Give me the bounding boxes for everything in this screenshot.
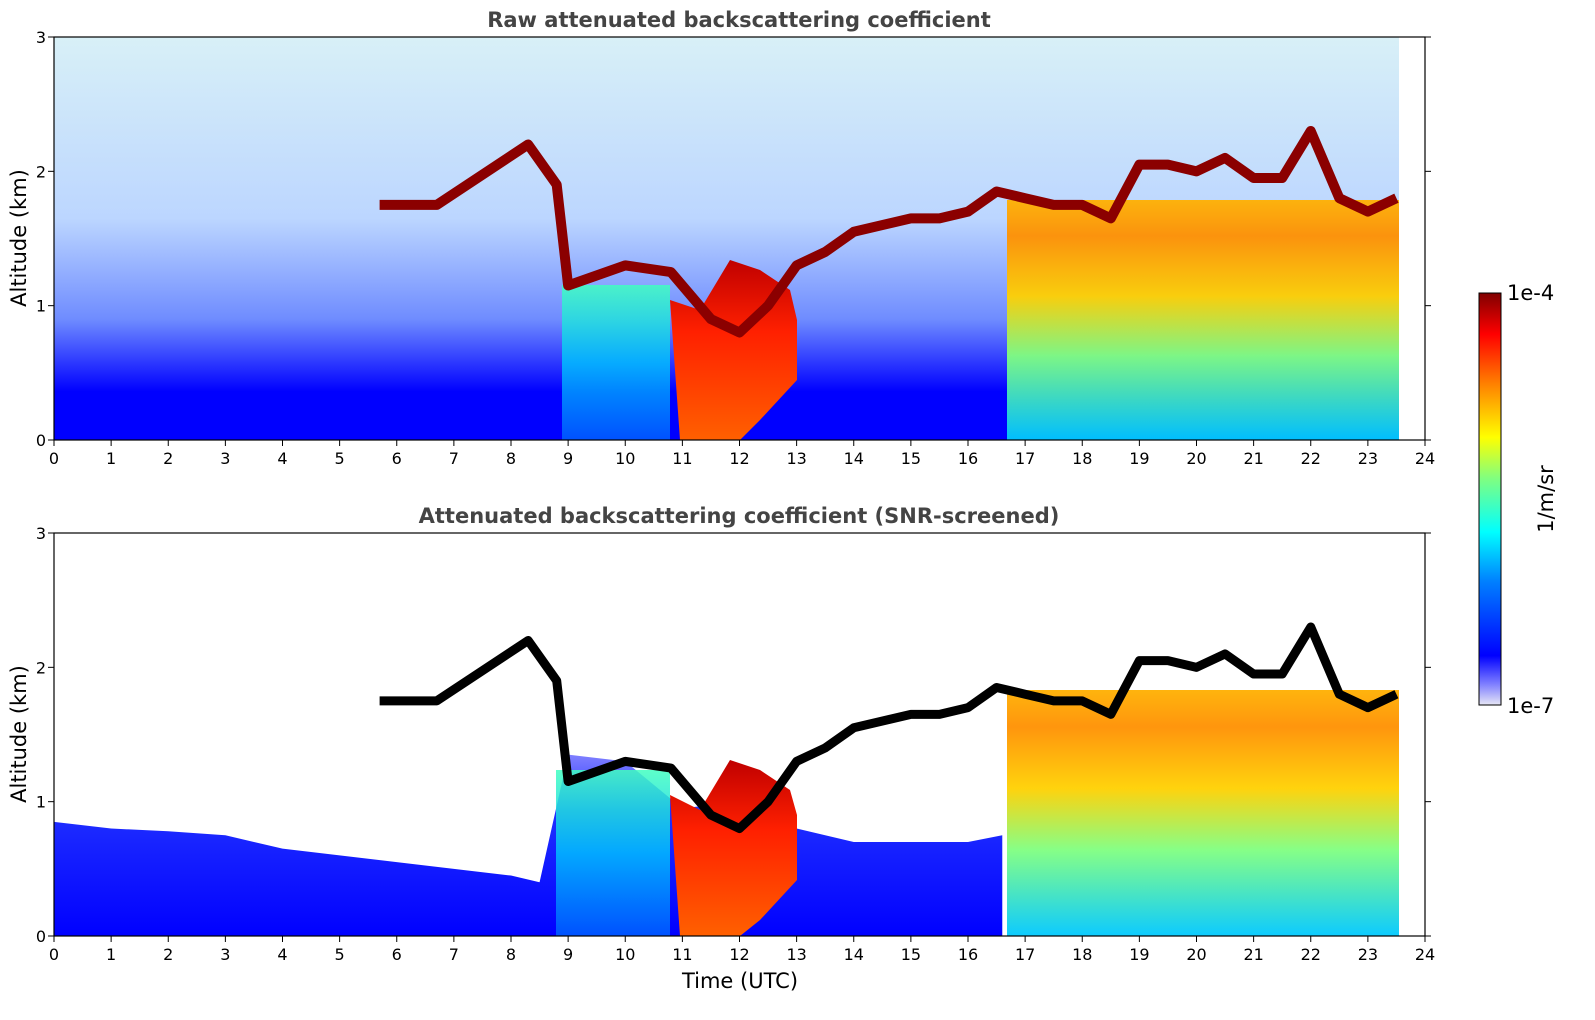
y-tick-label: 1 [36, 297, 46, 316]
x-tick-label: 16 [958, 449, 978, 468]
x-tick-label: 0 [49, 449, 59, 468]
x-tick-label: 15 [901, 945, 921, 964]
x-tick-label: 2 [163, 945, 173, 964]
panel2-ylabel: Altitude (km) [7, 665, 31, 803]
x-tick-label: 3 [220, 449, 230, 468]
x-tick-label: 14 [844, 945, 864, 964]
x-tick-label: 22 [1301, 945, 1321, 964]
x-tick-label: 18 [1072, 945, 1092, 964]
panel2-title: Attenuated backscattering coefficient (S… [419, 504, 1060, 528]
panel1-end-strip [1399, 37, 1425, 440]
screened-backscatter-panel: Attenuated backscattering coefficient (S… [7, 504, 1435, 993]
x-tick-label: 7 [449, 449, 459, 468]
x-tick-label: 17 [1015, 449, 1035, 468]
x-tick-label: 4 [277, 945, 287, 964]
y-tick-label: 0 [36, 927, 46, 946]
panel2-drizzle-band [556, 770, 670, 936]
x-tick-label: 19 [1129, 945, 1149, 964]
panel1-y-axis: 0 1 2 3 [36, 28, 1431, 450]
x-tick-label: 5 [335, 945, 345, 964]
x-tick-label: 21 [1243, 449, 1263, 468]
x-tick-label: 13 [786, 945, 806, 964]
panel2-heatmap [54, 533, 1425, 936]
colorbar-max-label: 1e-4 [1507, 281, 1554, 305]
y-tick-label: 2 [36, 162, 46, 181]
y-tick-label: 0 [36, 431, 46, 450]
colorbar-unit-label: 1/m/sr [1534, 465, 1558, 533]
x-tick-label: 2 [163, 449, 173, 468]
raw-backscatter-panel: Raw attenuated backscattering coefficien… [7, 8, 1435, 468]
x-tick-label: 11 [672, 449, 692, 468]
y-tick-label: 2 [36, 658, 46, 677]
x-tick-label: 24 [1415, 449, 1435, 468]
x-tick-label: 9 [563, 945, 573, 964]
panel1-drizzle-band [562, 285, 670, 440]
panel1-heatmap [54, 37, 1425, 440]
x-tick-label: 24 [1415, 945, 1435, 964]
x-tick-label: 6 [392, 449, 402, 468]
x-tick-label: 8 [506, 945, 516, 964]
x-tick-label: 18 [1072, 449, 1092, 468]
x-tick-label: 19 [1129, 449, 1149, 468]
x-tick-label: 12 [729, 945, 749, 964]
x-tick-label: 13 [786, 449, 806, 468]
x-tick-label: 20 [1186, 945, 1206, 964]
x-tick-label: 3 [220, 945, 230, 964]
x-tick-label: 5 [335, 449, 345, 468]
x-tick-label: 16 [958, 945, 978, 964]
x-tick-label: 15 [901, 449, 921, 468]
x-tick-label: 7 [449, 945, 459, 964]
x-tick-label: 1 [106, 945, 116, 964]
panel1-cloud-base [379, 126, 1399, 338]
x-tick-label: 14 [844, 449, 864, 468]
panel1-title: Raw attenuated backscattering coefficien… [487, 8, 991, 32]
x-tick-label: 1 [106, 449, 116, 468]
x-tick-label: 21 [1243, 945, 1263, 964]
x-tick-label: 23 [1358, 945, 1378, 964]
x-tick-label: 17 [1015, 945, 1035, 964]
x-tick-label: 9 [563, 449, 573, 468]
panel1-x-axis: 0 1 2 3 4 5 6 7 8 9 10 11 12 13 14 15 16 17 18 19 20 21 22 23 24 [49, 440, 1435, 468]
panel2-cloud-base [379, 622, 1399, 834]
y-tick-label: 1 [36, 793, 46, 812]
panel2-y-axis: 0 1 2 3 [36, 524, 1431, 946]
x-tick-label: 0 [49, 945, 59, 964]
y-tick-label: 3 [36, 524, 46, 543]
x-tick-label: 22 [1301, 449, 1321, 468]
x-tick-label: 6 [392, 945, 402, 964]
x-tick-label: 10 [615, 449, 635, 468]
x-tick-label: 10 [615, 945, 635, 964]
colorbar: 1e-4 1e-7 1/m/sr [1478, 281, 1558, 718]
x-tick-label: 12 [729, 449, 749, 468]
y-tick-label: 3 [36, 28, 46, 47]
x-tick-label: 23 [1358, 449, 1378, 468]
panel2-x-axis: 0 1 2 3 4 5 6 7 8 9 10 11 12 13 14 15 16 17 18 19 20 21 22 23 24 [49, 936, 1435, 964]
colorbar-min-label: 1e-7 [1507, 694, 1554, 718]
colorbar-gradient [1478, 292, 1502, 706]
panel2-xlabel: Time (UTC) [681, 969, 798, 993]
x-tick-label: 8 [506, 449, 516, 468]
x-tick-label: 4 [277, 449, 287, 468]
panel1-aerosol-layer [1007, 200, 1399, 440]
panel1-ylabel: Altitude (km) [7, 169, 31, 307]
x-tick-label: 11 [672, 945, 692, 964]
panel2-aerosol-layer [1007, 690, 1399, 936]
x-tick-label: 20 [1186, 449, 1206, 468]
